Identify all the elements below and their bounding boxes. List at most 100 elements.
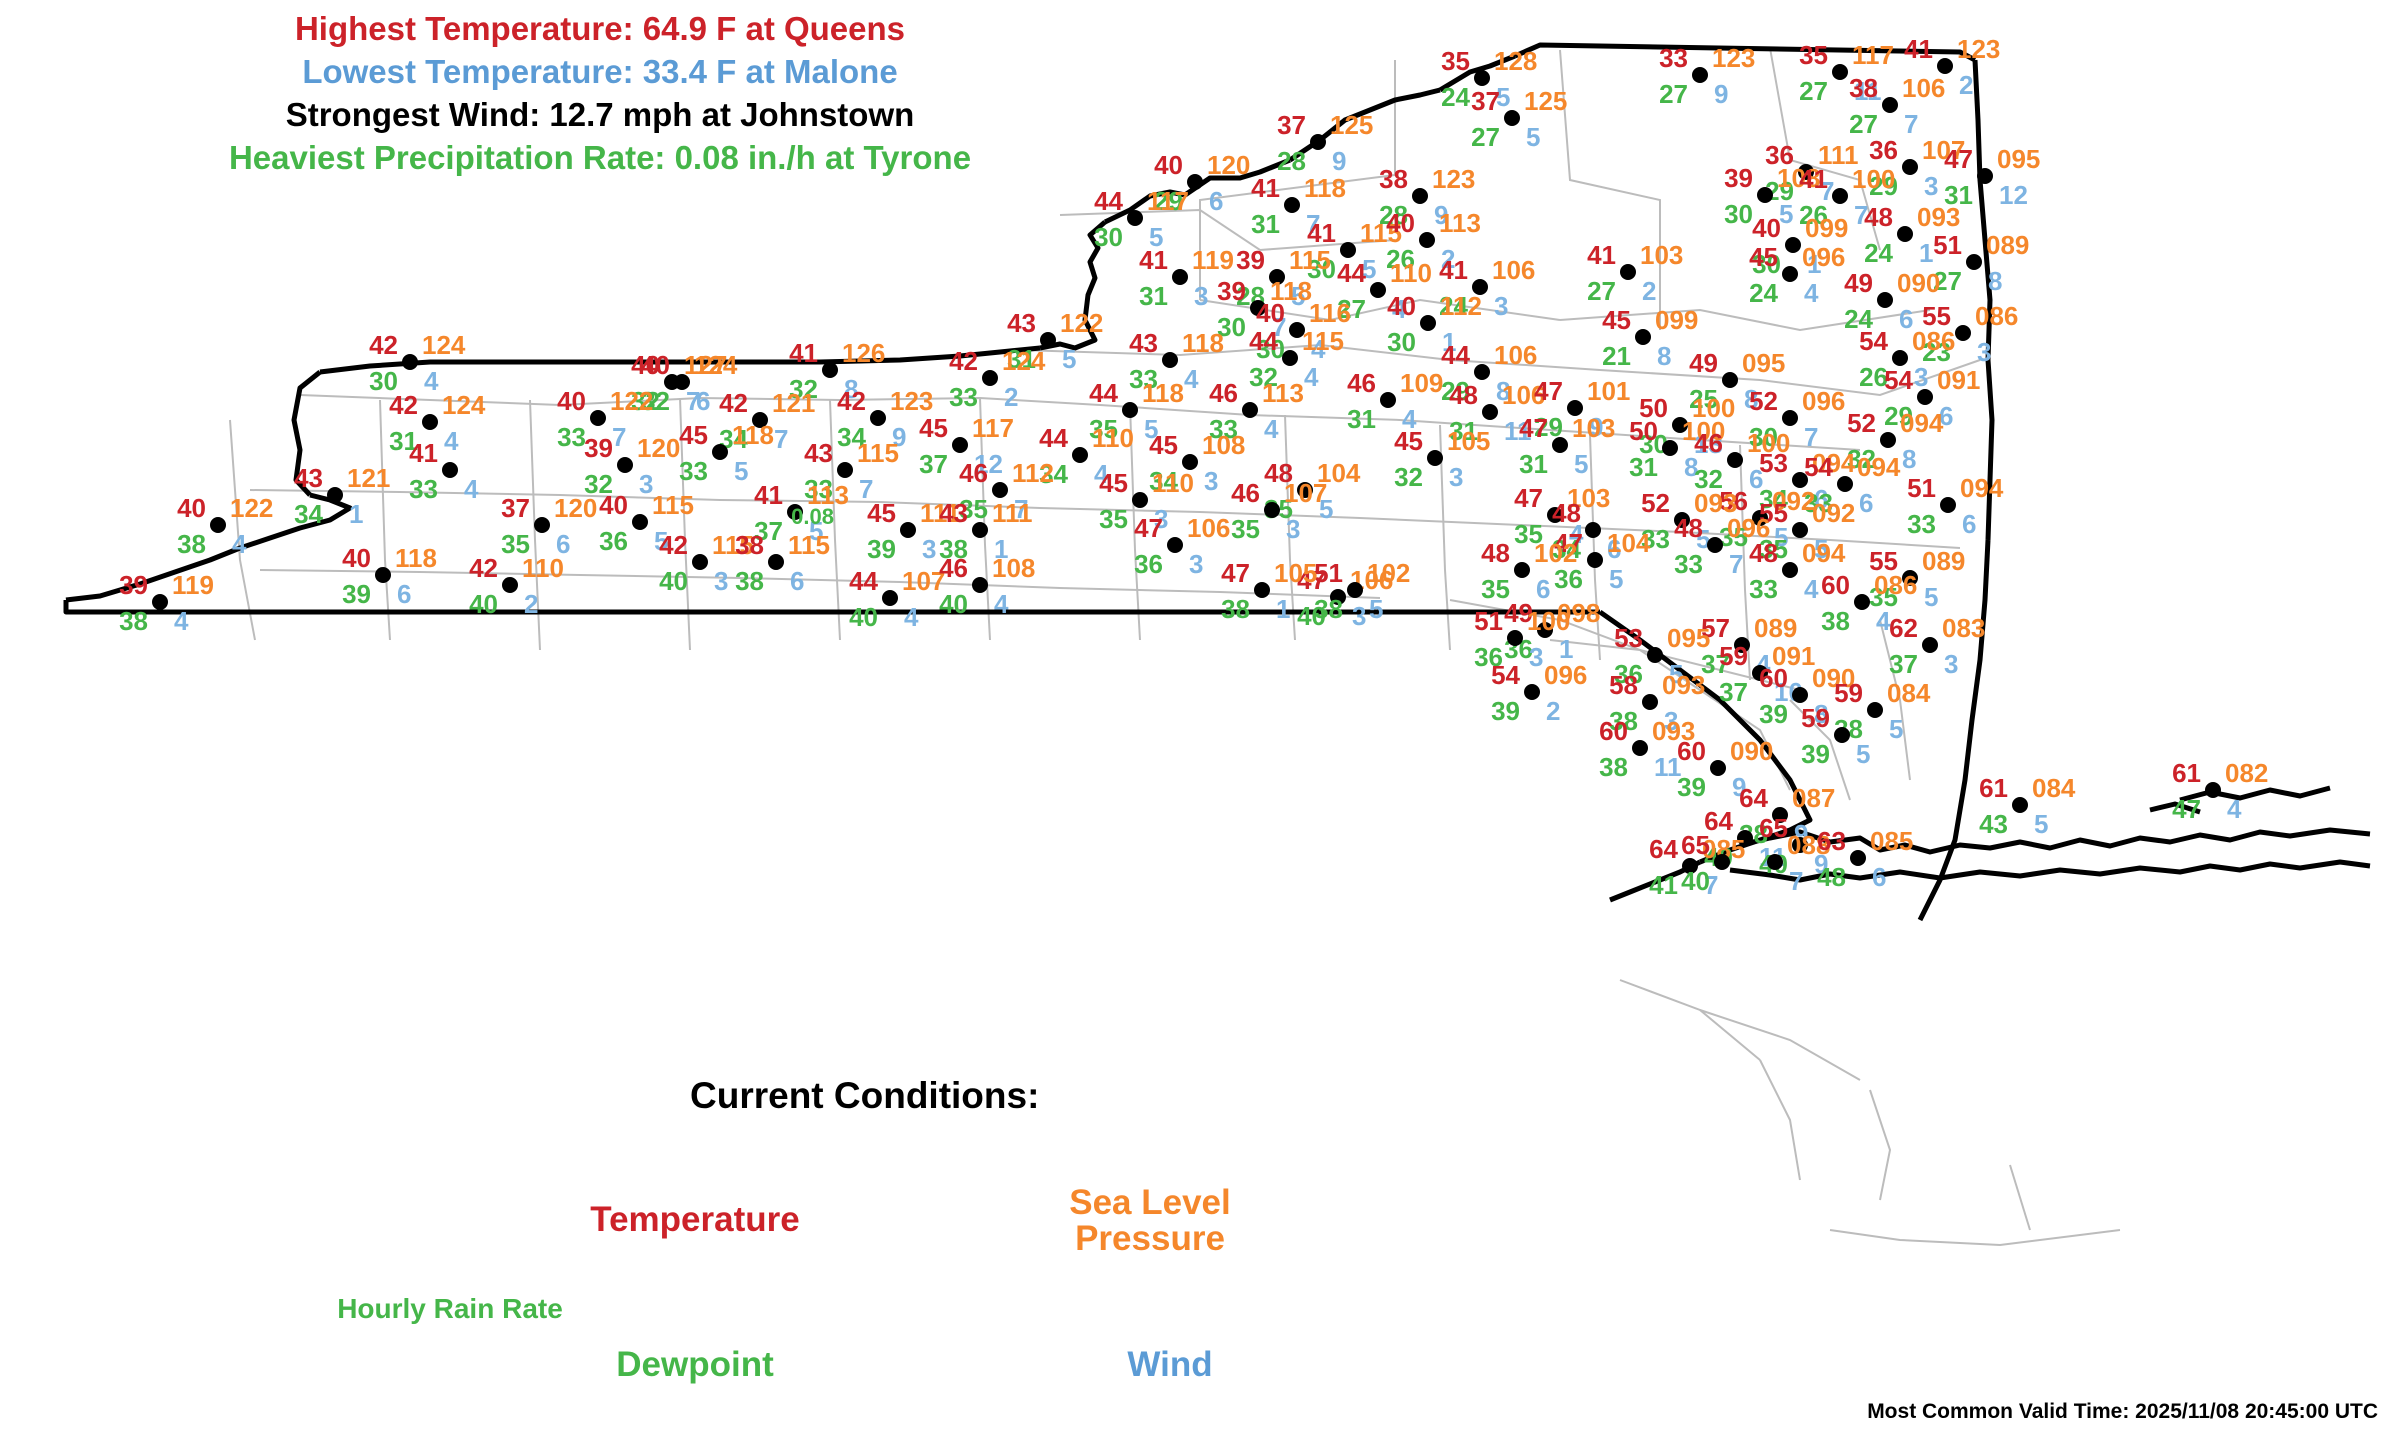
- station-wind: 5: [1149, 222, 1164, 252]
- station-dewpoint: 38: [177, 529, 206, 559]
- station-temperature: 47: [1297, 565, 1326, 595]
- station-dewpoint: 40: [849, 602, 878, 632]
- station-wind: 1: [1276, 594, 1291, 624]
- station-wind: 7: [1820, 176, 1835, 206]
- legend-slp-line2: Pressure: [1075, 1218, 1225, 1258]
- station-wind: 7: [1729, 549, 1744, 579]
- station-wind: 9: [1589, 412, 1604, 442]
- station-temperature: 45: [1394, 426, 1423, 456]
- station-dot-icon: [1242, 402, 1258, 418]
- station-wind: 5: [1774, 522, 1789, 552]
- station-dot-icon: [1419, 232, 1435, 248]
- station-dot-icon: [1187, 174, 1203, 190]
- station-dot-icon: [982, 370, 998, 386]
- station-dot-icon: [1837, 476, 1853, 492]
- station-dot-icon: [1834, 727, 1850, 743]
- station-wind: 7: [612, 422, 627, 452]
- station-temperature: 40: [557, 386, 586, 416]
- station-dewpoint: 24: [1864, 238, 1893, 268]
- station-dot-icon: [822, 362, 838, 378]
- station-dot-icon: [1514, 562, 1530, 578]
- station-pressure: 124: [422, 330, 466, 360]
- station-wind: 3: [1194, 281, 1209, 311]
- station-wind: 2: [1959, 70, 1974, 100]
- station-dot-icon: [1792, 472, 1808, 488]
- station-wind: 4: [904, 602, 919, 632]
- station-dewpoint: 32: [1249, 362, 1278, 392]
- station-wind: 5: [1319, 494, 1334, 524]
- station-temperature: 64: [1704, 806, 1733, 836]
- station-wind: 6: [1939, 401, 1954, 431]
- station-wind: 9: [1434, 200, 1449, 230]
- station-temperature: 39: [584, 433, 613, 463]
- station-pressure: 098: [1557, 598, 1601, 628]
- station-pressure: 099: [1655, 305, 1699, 335]
- station-pressure: 086: [1874, 570, 1918, 600]
- station-dot-icon: [1172, 269, 1188, 285]
- station-dewpoint: 36: [1614, 659, 1643, 689]
- station-dewpoint: 30: [1749, 422, 1778, 452]
- station-dewpoint: 39: [342, 579, 371, 609]
- station-pressure: 088: [1787, 830, 1831, 860]
- station-temperature: 42: [389, 390, 418, 420]
- station-wind: 8: [1496, 376, 1511, 406]
- station-temperature: 38: [735, 530, 764, 560]
- station-pressure: 105: [1447, 426, 1491, 456]
- station-temperature: 45: [1749, 242, 1778, 272]
- station-wind: 4: [464, 474, 479, 504]
- station-dewpoint: 29: [1884, 401, 1913, 431]
- station-temperature: 36: [1765, 140, 1794, 170]
- station-dewpoint: 24: [1441, 82, 1470, 112]
- station-temperature: 49: [1844, 268, 1873, 298]
- station-dewpoint: 47: [2172, 794, 2201, 824]
- station-temperature: 37: [501, 493, 530, 523]
- station-dewpoint: 26: [1799, 200, 1828, 230]
- station-dewpoint: 36: [1134, 549, 1163, 579]
- station-dot-icon: [1782, 562, 1798, 578]
- station-dot-icon: [1672, 417, 1688, 433]
- station-dewpoint: 31: [1519, 449, 1548, 479]
- station-pressure: 087: [1792, 783, 1836, 813]
- station-wind: 6: [1814, 484, 1829, 514]
- station-pressure: 096: [1727, 513, 1771, 543]
- station-dot-icon: [1977, 168, 1993, 184]
- station-pressure: 118: [395, 543, 437, 573]
- station-temperature: 55: [1922, 301, 1951, 331]
- station-dewpoint: 38: [1221, 594, 1250, 624]
- station-dot-icon: [870, 410, 886, 426]
- station-wind: 8: [1902, 444, 1917, 474]
- station-temperature: 41: [1307, 218, 1336, 248]
- station-temperature: 44: [849, 566, 878, 596]
- station-wind: 11: [1504, 416, 1532, 446]
- station-dot-icon: [1792, 687, 1808, 703]
- station-temperature: 46: [1209, 378, 1238, 408]
- station-dot-icon: [1880, 432, 1896, 448]
- station-dewpoint: 29: [1441, 376, 1470, 406]
- station-dot-icon: [1072, 447, 1088, 463]
- station-pressure: 084: [1887, 678, 1931, 708]
- station-dot-icon: [1867, 702, 1883, 718]
- station-dot-icon: [1940, 497, 1956, 513]
- station-pressure: 094: [1960, 473, 2004, 503]
- station-dewpoint: 38: [119, 606, 148, 636]
- station-temperature: 59: [1719, 641, 1748, 671]
- station-pressure: 100: [1682, 416, 1726, 446]
- station-pressure: 106: [1902, 73, 1946, 103]
- station-pressure: 108: [992, 553, 1036, 583]
- station-dot-icon: [617, 457, 633, 473]
- station-wind: 6: [1209, 186, 1224, 216]
- station-temperature: 65: [1681, 830, 1710, 860]
- station-dewpoint: 33: [409, 474, 438, 504]
- station-dot-icon: [1682, 858, 1698, 874]
- station-dot-icon: [1297, 482, 1313, 498]
- station-dewpoint: 31: [1629, 452, 1658, 482]
- station-temperature: 40: [342, 543, 371, 573]
- station-dot-icon: [1289, 322, 1305, 338]
- station-dot-icon: [1937, 58, 1953, 74]
- station-dot-icon: [1282, 350, 1298, 366]
- station-dot-icon: [1737, 830, 1753, 846]
- station-temperature: 54: [1491, 660, 1520, 690]
- station-wind: 1: [1807, 249, 1822, 279]
- station-wind: 8: [1814, 699, 1829, 729]
- station-temperature: 44: [1039, 423, 1068, 453]
